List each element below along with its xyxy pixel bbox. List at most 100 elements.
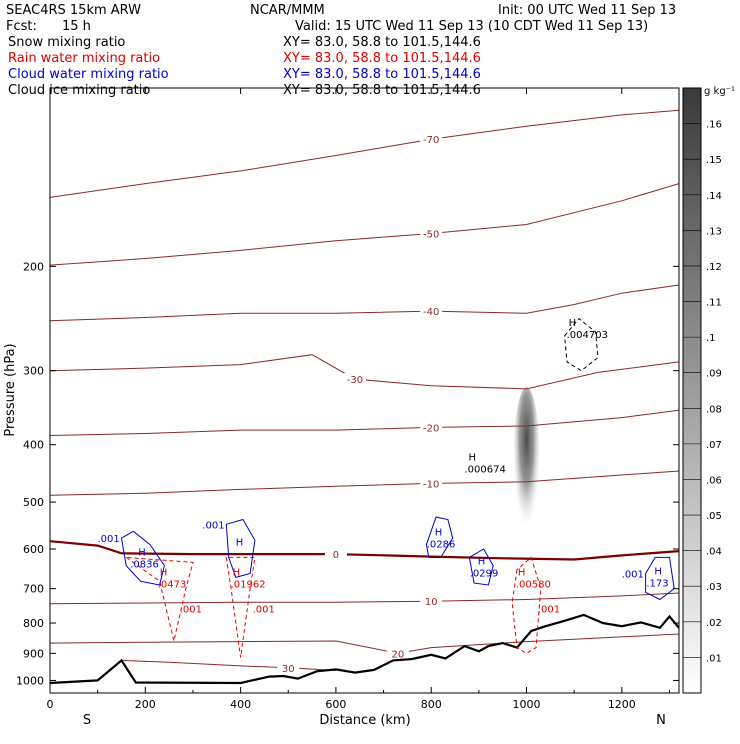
legend-xy-range: XY= 83.0, 58.8 to 101.5,144.6 [283,35,481,50]
legend-name: Cloud ice mixing ratio [8,83,150,98]
colorbar-tick-label: .13 [706,226,722,237]
field-legend: Snow mixing ratio XY= 83.0, 58.8 to 101.5… [8,35,481,98]
y-tick-label: 400 [23,439,44,452]
rain-water-max-marker: H [518,567,526,578]
terrain-line [50,613,679,685]
temperature-contour-label: -30 [347,375,363,386]
colorbar-tick-label: .09 [706,369,722,380]
temperature-contour-label: 0 [333,550,339,561]
y-tick-label: 200 [23,260,44,273]
colorbar-tick-label: .01 [706,653,722,664]
colorbar-tick-label: .14 [706,191,722,202]
fcst-value: 15 h [62,19,91,34]
plot-area [50,109,679,685]
temperature-contour-label: -70 [423,135,439,146]
y-axis-label: Pressure (hPa) [3,343,18,436]
rain-water-contour-label: .001 [253,604,275,615]
colorbar-tick-label: .11 [706,298,722,309]
plot-frame [49,87,680,694]
temperature-contour [121,659,336,671]
legend-name: Cloud water mixing ratio [8,67,169,82]
rain-water-contour-label: .001 [538,604,560,615]
x-tick-label: 600 [325,698,346,711]
cloud-water-max-label: .0836 [130,560,159,571]
temperature-contour [50,284,679,322]
rain-water-max-marker: H [160,567,168,578]
rain-water-max-label: .00580 [516,579,551,590]
legend-xy-range: XY= 83.0, 58.8 to 101.5,144.6 [283,51,481,66]
temperature-contour [50,109,679,198]
rain-water-max-label: .01962 [231,579,266,590]
axes: 0 200 400 600 800 1000 12002003004005006007008… [16,88,679,711]
colorbar [682,87,702,694]
producer-label: NCAR/MMM [250,3,325,18]
cloud-water-contour [468,548,494,586]
colorbar-tick-label: .06 [706,475,722,486]
y-tick-label: 600 [23,543,44,556]
cloud-water-max-label: .0286 [427,540,456,551]
init-time: Init: 00 UTC Wed 11 Sep 13 [498,3,676,18]
temperature-contour-label: -10 [423,479,439,490]
colorbar-tick-label: .1 [706,333,716,344]
x-tick-label: 800 [421,698,442,711]
x-tick-label: 400 [230,698,251,711]
contour-label-bg [324,548,347,560]
cloud-water-contour [225,518,256,579]
colorbar-ticks: .01 .02 .03 .04 .05 .06 .07 .08 .09 .1 .11 .12 .13 .1… [683,120,722,664]
x-tick-label: 0 [47,698,54,711]
cloud-water-contour-label: .001 [202,520,224,531]
y-tick-label: 300 [23,365,44,378]
colorbar-tick-label: .03 [706,582,722,593]
rain-water-contour [124,556,194,642]
snow-max-marker: H [569,318,577,329]
temperature-contour [50,592,679,605]
cloud-water-max-marker: H [138,548,146,559]
cloud-water-contour [425,516,454,558]
cloud-water-max-marker: H [236,538,244,549]
shaded-mixing-ratio-column [512,387,541,560]
contour-label-bg [420,421,443,433]
contour-label-bg [343,373,366,385]
x-tick-label: 1000 [513,698,541,711]
x-tick-label: 200 [135,698,156,711]
cloud-water-max-marker: H [435,528,443,539]
cloud-water-max-marker: H [478,556,486,567]
contour-label-bg [420,305,443,317]
plot-labels: -70-50-40-30-20-100102030H.0473.001H.019… [97,133,669,675]
colorbar-tick-label: .15 [706,155,722,166]
y-tick-label: 1000 [16,674,44,687]
colorbar-tick-label: .02 [706,618,722,629]
temperature-contour [50,633,679,654]
contour-label-bg [420,133,443,145]
y-tick-label: 700 [23,583,44,596]
temperature-contour-label: 20 [391,649,404,660]
cloud-ice-max-marker: H [469,453,477,464]
cloud-water-contour-label: .001 [622,570,644,581]
cloud-water-contour-label: .001 [97,534,119,545]
legend-name: Snow mixing ratio [8,35,125,50]
rain-water-contour-label: .001 [180,604,202,615]
colorbar-tick-label: .08 [706,404,722,415]
snow-max-label: .004703 [567,330,608,341]
temperature-contour-label: -40 [423,307,439,318]
colorbar-tick-label: .04 [706,547,722,558]
y-tick-label: 500 [23,496,44,509]
snow-contour [564,317,599,372]
rain-water-contour [511,556,542,654]
temperature-contour-label: -50 [423,229,439,240]
contour-label-bg [420,477,443,489]
colorbar-tick-label: .07 [706,440,722,451]
x-axis-label: Distance (km) [319,713,410,728]
temperature-contour-label: -20 [423,423,439,434]
rain-water-contour [225,556,256,658]
temperature-contour [50,183,679,266]
colorbar-unit: g kg⁻¹ [704,86,735,97]
colorbar-tick-label: .05 [706,511,722,522]
legend-xy-range: XY= 83.0, 58.8 to 101.5,144.6 [283,67,481,82]
legend-name: Rain water mixing ratio [8,51,160,66]
cloud-water-contour [120,530,165,586]
legend-xy-range: XY= 83.0, 58.8 to 101.5,144.6 [283,83,481,98]
contour-label-bg [420,227,443,239]
cloud-water-max-marker: H [654,567,662,578]
